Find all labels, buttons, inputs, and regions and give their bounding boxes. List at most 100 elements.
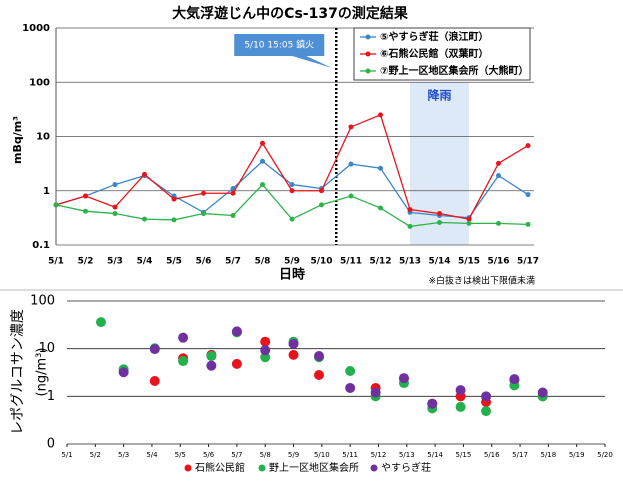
chart-title: 大気浮遊じん中のCs-137の測定結果 [172,5,409,22]
data-point [455,385,466,396]
data-point [201,190,206,196]
data-point [83,193,88,199]
data-point [142,171,147,177]
x-tick-label: 5/20 [597,451,613,459]
data-point [378,165,383,171]
data-point [496,220,501,226]
data-point [230,212,236,218]
x-tick-label: 5/7 [231,451,242,459]
data-point [83,208,88,214]
data-point [231,358,242,369]
data-point [260,345,271,356]
legend-label: ⑦野上一区地区集会所（大熊町） [380,64,528,77]
x-tick-label: 5/17 [517,257,539,267]
data-point [437,211,442,217]
data-point [260,182,265,188]
legend-box [353,27,531,81]
data-point [525,221,531,227]
x-tick-label: 5/9 [288,451,299,459]
data-point [289,216,295,222]
x-tick-label: 5/10 [310,257,332,267]
data-point [112,204,118,210]
x-tick-label: 5/2 [78,257,94,267]
data-point [466,220,472,226]
data-point [509,374,520,385]
x-tick-label: 5/8 [255,257,271,267]
legend-marker [365,68,371,74]
x-tick-label: 5/16 [484,451,500,459]
data-point [288,338,299,349]
x-tick-label: 5/4 [137,257,153,267]
x-tick-label: 5/19 [569,451,585,459]
y-tick-label: 0.1 [32,240,50,251]
x-tick-label: 5/8 [260,451,271,459]
data-point [348,161,354,167]
data-point [378,205,383,211]
data-point [95,317,106,328]
data-point [314,370,325,381]
x-tick-label: 5/5 [166,257,182,267]
data-point [481,406,492,417]
x-tick-label: 5/15 [458,257,480,267]
data-point [260,352,271,363]
data-point [260,158,265,164]
annotation-text: 5/10 15:05 鎮火 [244,39,314,51]
y-axis-label: レポグルコサン濃度 [10,309,26,435]
x-tick-label: 5/13 [399,257,421,267]
data-point [314,351,325,362]
x-tick-label: 5/6 [203,451,215,459]
x-tick-label: 5/1 [48,257,64,267]
data-point [288,349,299,360]
data-point [455,401,466,412]
data-point [178,356,189,367]
y-tick-label: 0 [47,437,55,452]
x-tick-label: 5/18 [541,451,557,459]
data-point [53,202,59,208]
x-tick-label: 5/3 [107,257,123,267]
data-point [537,387,548,398]
data-point [178,332,189,343]
legend-marker [184,464,192,472]
data-point [427,398,438,409]
annotation-pointer [292,56,333,68]
data-point [481,391,492,402]
data-point [206,351,217,362]
y-tick-label: 100 [29,77,50,88]
x-tick-label: 5/16 [487,257,509,267]
data-point [230,186,236,192]
x-tick-label: 5/5 [175,451,186,459]
data-point [231,326,242,337]
note: ※白抜きは検出下限値未満 [428,275,535,287]
data-point [348,124,354,130]
annotation-box [234,34,325,56]
data-point [171,196,177,202]
data-point [142,216,147,222]
data-point [112,182,118,188]
data-point [319,202,324,208]
data-point [407,223,413,229]
x-tick-label: 5/7 [225,257,241,267]
data-point [171,217,177,223]
x-tick-label: 5/12 [369,257,391,267]
legend-label: 石熊公民館 [195,461,245,474]
data-point [260,140,265,146]
data-point [398,373,409,384]
legend-label: 野上一区地区集会所 [269,461,359,474]
x-tick-label: 5/11 [342,451,358,459]
y-axis-unit: (ng/m³) [35,348,50,397]
x-tick-label: 5/6 [196,257,212,267]
x-tick-label: 5/9 [284,257,300,267]
x-axis-label: 日時 [279,267,305,283]
data-point [149,375,160,386]
x-tick-label: 5/1 [61,451,72,459]
data-point [319,188,324,194]
data-point [525,143,531,149]
x-tick-label: 5/12 [371,451,387,459]
legend-label: ⑤やすらぎ荘（浪江町） [380,30,488,43]
data-point [230,190,236,196]
x-tick-label: 5/2 [90,451,101,459]
y-tick-label: 1 [43,186,50,197]
data-point [525,192,531,198]
data-point [348,193,354,199]
data-point [437,219,442,225]
